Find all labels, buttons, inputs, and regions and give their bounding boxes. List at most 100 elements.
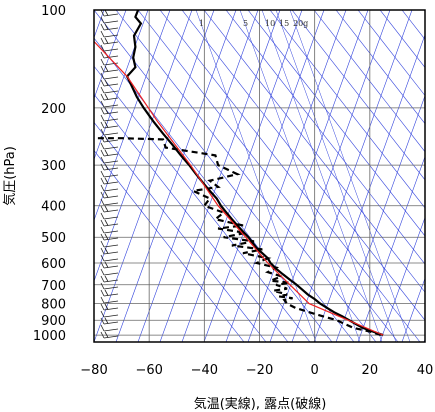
wind-barb <box>100 58 119 66</box>
y-tick-label: 100 <box>41 4 66 19</box>
mixing-ratio-line <box>275 10 397 342</box>
background-lines <box>94 10 425 342</box>
dry-adiabat-line <box>269 10 425 209</box>
dry-adiabat-line <box>313 10 425 153</box>
isotherm-line <box>269 10 391 342</box>
mixing-ratio-line <box>289 10 411 342</box>
x-tick-label: 0 <box>311 363 319 378</box>
wind-barb <box>100 191 119 199</box>
mixing-ratio-line <box>239 10 361 342</box>
y-tick-label: 200 <box>41 102 66 117</box>
dry-adiabat-line <box>115 10 377 342</box>
dry-adiabat-line <box>94 149 245 342</box>
dry-adiabat-line <box>401 10 425 40</box>
y-axis-label: 気圧(hPa) <box>2 146 18 206</box>
y-tick-label: 400 <box>41 200 66 215</box>
wind-barb <box>100 79 119 87</box>
x-tick-labels: −80 −60 −40 −20 0 20 40 <box>80 363 433 378</box>
x-tick-label: −40 <box>191 363 218 378</box>
x-tick-label: 40 <box>417 363 434 378</box>
isotherm-line <box>357 155 425 342</box>
wind-barb <box>100 261 119 269</box>
dewpoint-line <box>94 137 382 337</box>
isotherm-line <box>94 10 215 342</box>
wind-barb <box>100 72 119 80</box>
wind-barb <box>100 184 119 192</box>
isotherm-line <box>159 10 281 342</box>
x-tick-label: −20 <box>246 363 273 378</box>
wind-barb <box>100 331 119 339</box>
mixing-ratio-line <box>261 10 383 342</box>
isotherm-line <box>181 10 303 342</box>
wind-barb <box>100 310 119 318</box>
isotherm-line <box>203 10 325 342</box>
dry-adiabat-line <box>291 10 425 181</box>
wind-barb <box>100 324 119 332</box>
y-tick-label: 600 <box>41 257 66 272</box>
isotherm-line <box>291 10 413 342</box>
plot-frame <box>93 9 426 343</box>
wind-barb <box>100 114 119 122</box>
isotherm-line <box>225 10 347 342</box>
wind-barb <box>100 163 119 171</box>
wind-barb <box>100 100 119 108</box>
x-tick-label: 20 <box>362 363 379 378</box>
wind-barb <box>100 212 119 220</box>
wind-barbs <box>100 10 119 339</box>
wind-barb <box>100 149 119 157</box>
mixing-ratio-label: 20g <box>293 19 308 28</box>
wind-barb <box>100 317 119 325</box>
x-tick-label: −80 <box>80 363 107 378</box>
y-tick-label: 500 <box>41 231 66 246</box>
wind-barb <box>100 177 119 185</box>
y-tick-label: 700 <box>41 279 66 294</box>
wind-barb <box>100 240 119 248</box>
wind-barb <box>100 23 119 31</box>
wind-barb <box>100 247 119 255</box>
wind-barb <box>100 44 119 52</box>
isotherm-line <box>247 10 369 342</box>
isotherm-line <box>335 94 425 342</box>
wind-barb <box>100 142 119 150</box>
parcel-line <box>94 41 384 336</box>
mixing-ratio-label: 10 <box>265 19 275 28</box>
wind-barb <box>100 16 119 24</box>
dry-adiabat-line <box>159 10 421 342</box>
wind-barb <box>100 128 119 136</box>
isotherm-line <box>401 277 425 342</box>
x-axis-label: 気温(実線), 露点(破線) <box>194 396 327 412</box>
wind-barb <box>100 219 119 227</box>
wind-barb <box>100 86 119 94</box>
wind-barb <box>100 107 119 115</box>
wind-barb <box>100 233 119 241</box>
wind-barb <box>100 282 119 290</box>
wind-barb <box>100 37 119 45</box>
data-series <box>94 10 384 337</box>
mixing-ratio-label: 1 <box>199 19 204 28</box>
y-tick-label: 1000 <box>33 329 66 344</box>
x-tick-label: −60 <box>135 363 162 378</box>
wind-barb <box>100 65 119 73</box>
isotherm-line <box>313 34 425 342</box>
dry-adiabat-line <box>203 10 425 293</box>
mixing-ratio-label: 5 <box>243 19 248 28</box>
wind-barb <box>100 121 119 129</box>
wind-barb <box>100 296 119 304</box>
isotherm-line <box>379 216 425 342</box>
dry-adiabat-line <box>181 10 425 321</box>
dry-adiabat-line <box>335 10 425 125</box>
wind-barb <box>100 254 119 262</box>
dry-adiabat-line <box>94 93 289 342</box>
wind-barb <box>100 289 119 297</box>
wind-barb <box>100 226 119 234</box>
wind-barb <box>100 30 119 38</box>
isotherm-line <box>94 10 127 100</box>
dry-adiabat-line <box>247 10 425 237</box>
dry-adiabat-line <box>379 10 425 68</box>
dry-adiabat-line <box>94 37 333 342</box>
wind-barb <box>100 156 119 164</box>
wind-barb <box>100 205 119 213</box>
dry-adiabat-line <box>225 10 425 265</box>
